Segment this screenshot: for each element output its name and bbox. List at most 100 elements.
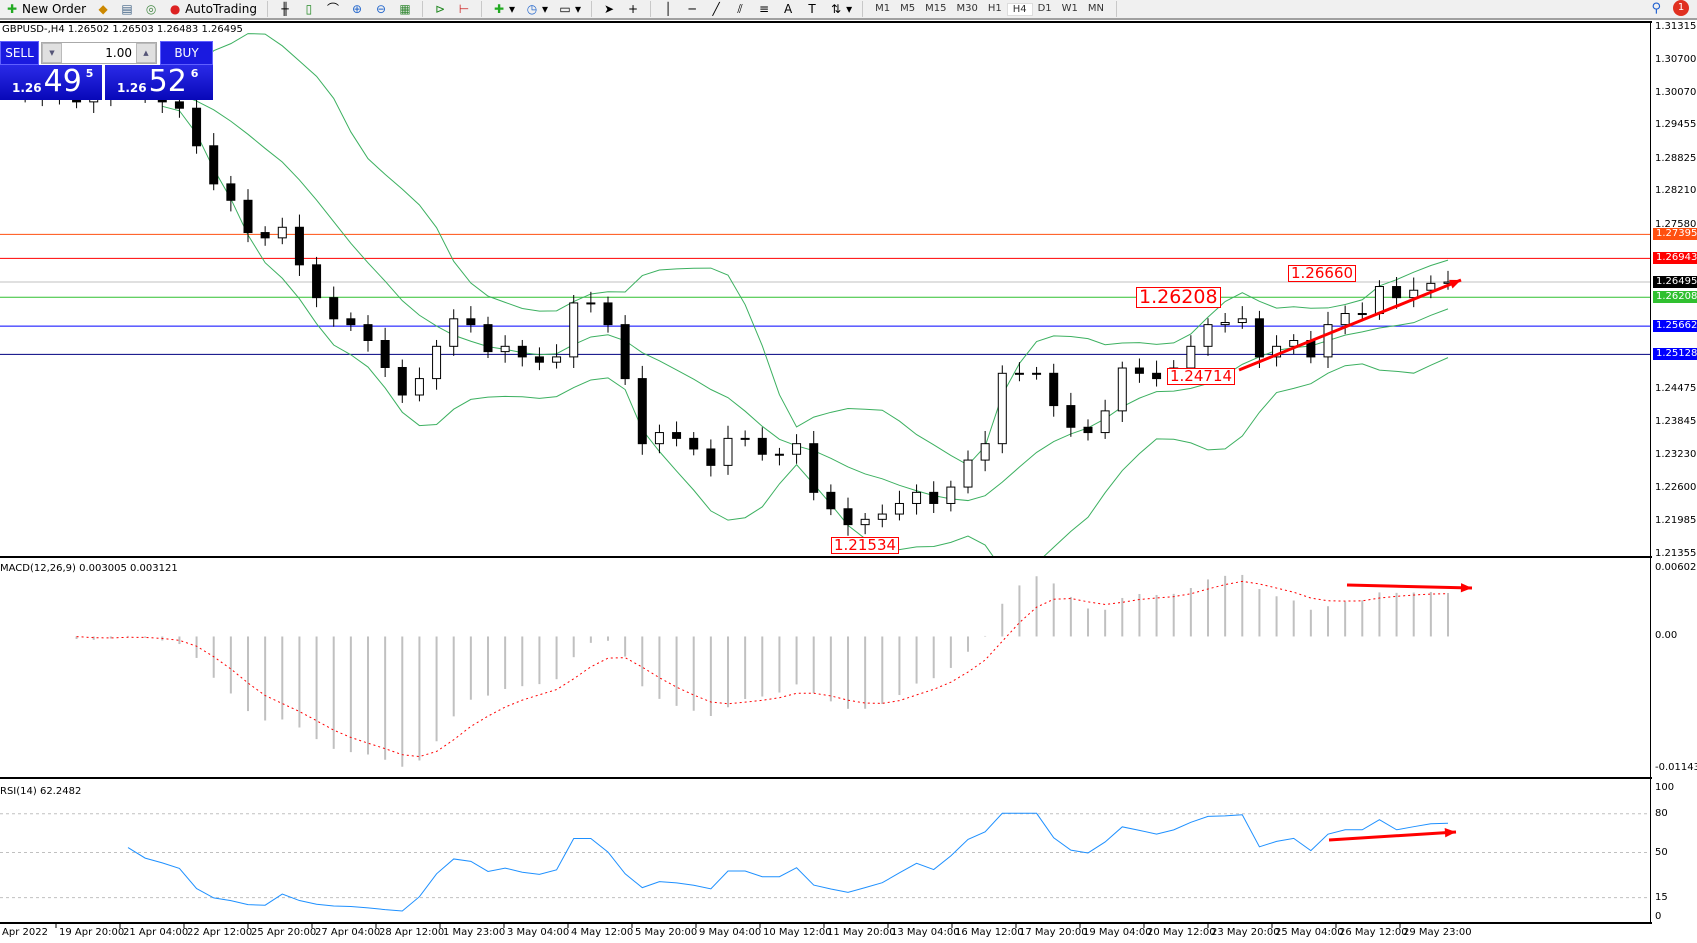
periods-button[interactable]: ◷ ▾	[526, 2, 549, 16]
price-tick-label: 1.21985	[1655, 514, 1697, 526]
time-tick-label: 16 May 12:00	[955, 927, 1024, 938]
volume-down-icon[interactable]: ▼	[42, 43, 62, 63]
rsi-axis-label: 15	[1655, 891, 1668, 903]
annotation-1-26660[interactable]: 1.26660	[1288, 265, 1357, 282]
timeframe-m5[interactable]: M5	[900, 2, 916, 14]
chart-shift-button[interactable]: ⊢	[454, 0, 474, 18]
indicators-button[interactable]: ✚ ▾	[493, 2, 516, 16]
pane-divider[interactable]	[0, 556, 1652, 558]
candle-bull	[774, 453, 784, 456]
annotation-1-21534[interactable]: 1.21534	[831, 537, 900, 554]
new-order-button[interactable]: ✚ New Order	[6, 2, 87, 16]
candle-bear	[757, 437, 767, 455]
text-label-button[interactable]: T	[802, 0, 822, 18]
search-icon[interactable]: ⚲	[1651, 1, 1661, 16]
level-price-tag: 1.26943	[1653, 252, 1697, 265]
timeframe-m15[interactable]: M15	[925, 2, 947, 14]
candle-bear	[260, 232, 270, 239]
fibonacci-icon: ≡	[759, 2, 770, 16]
sell-price[interactable]: 1.26 49 5	[0, 65, 102, 100]
sell-button[interactable]: SELL	[0, 41, 39, 65]
annotation-1-24714[interactable]: 1.24714	[1167, 368, 1236, 385]
time-tick-label: 4 May 12:00	[571, 927, 634, 938]
candle-bear	[192, 107, 202, 147]
candle-bear	[1066, 405, 1076, 428]
candle-bear	[929, 491, 939, 504]
sell-price-fraction: 5	[85, 67, 94, 80]
market-button[interactable]: ▤	[117, 0, 137, 18]
vertical-line-button[interactable]: │	[658, 0, 678, 18]
vertical-line-icon: │	[664, 2, 672, 16]
time-tick-label: 5 May 20:00	[635, 927, 698, 938]
pane-divider[interactable]	[0, 777, 1652, 779]
timeframe-h4[interactable]: H4	[1006, 2, 1033, 16]
candle-bear	[809, 443, 819, 493]
trendline-button[interactable]: ╱	[706, 0, 726, 18]
bar-chart-button[interactable]: ╫	[275, 0, 295, 18]
time-tick-label: 19 Apr 20:00	[59, 927, 125, 938]
candle-chart-button[interactable]: ▯	[299, 0, 319, 18]
autoscroll-button[interactable]: ⊳	[430, 0, 450, 18]
crosshair-button[interactable]: +	[623, 0, 643, 18]
zoom-in-button[interactable]: ⊕	[347, 0, 367, 18]
candle-bear	[1049, 372, 1059, 407]
text-button[interactable]: A	[778, 0, 798, 18]
timeframe-d1[interactable]: D1	[1037, 2, 1052, 14]
macd-label: MACD(12,26,9) 0.003005 0.003121	[0, 563, 178, 574]
autoscroll-icon: ⊳	[434, 2, 446, 16]
candle-bear	[312, 264, 322, 299]
candle-bear	[826, 491, 836, 510]
main-pane-top	[0, 21, 1652, 23]
cursor-button[interactable]: ➤	[599, 0, 619, 18]
arrows-icon: ⇅	[831, 2, 842, 16]
bollinger-lower	[162, 105, 1449, 556]
tile-icon: ▦	[399, 2, 411, 16]
line-chart-button[interactable]: ⌒	[323, 0, 343, 18]
candle-bear	[1134, 367, 1144, 374]
volume-up-icon[interactable]: ▲	[136, 43, 156, 63]
book-icon: ◆	[98, 2, 108, 16]
zoom-out-button[interactable]: ⊖	[371, 0, 391, 18]
timeframe-m1[interactable]: M1	[875, 2, 891, 14]
notification-badge[interactable]: 1	[1673, 0, 1689, 16]
templates-button[interactable]: ▭ ▾	[559, 2, 582, 16]
candle-bear	[294, 226, 304, 266]
candle-bull	[654, 432, 664, 445]
timeframe-mn[interactable]: MN	[1087, 2, 1105, 14]
buy-price-pips: 52	[148, 64, 187, 99]
zoom-in-icon: ⊕	[351, 2, 363, 16]
horizontal-line-icon: ─	[688, 2, 696, 16]
timeframe-h1[interactable]: H1	[987, 2, 1002, 14]
volume-input[interactable]: 1.00	[105, 46, 132, 60]
timeframe-m30[interactable]: M30	[956, 2, 978, 14]
candle-bull	[500, 345, 510, 353]
price-tick-label: 1.31315	[1655, 21, 1697, 32]
time-tick-label: 21 Apr 04:00	[123, 927, 189, 938]
candle-bear	[380, 340, 390, 368]
candle-bull	[1340, 313, 1350, 326]
fibonacci-button[interactable]: ≡	[754, 0, 774, 18]
channel-button[interactable]: ⫽	[730, 0, 750, 18]
metaeditor-button[interactable]: ◆	[93, 0, 113, 18]
buy-button[interactable]: BUY	[160, 41, 213, 65]
annotation-1-26208[interactable]: 1.26208	[1136, 287, 1221, 308]
macd-signal-line	[76, 580, 1449, 758]
horizontal-line-button[interactable]: ─	[682, 0, 702, 18]
buy-price-fraction: 6	[190, 67, 199, 80]
candle-bull	[1374, 286, 1384, 315]
tile-windows-button[interactable]: ▦	[395, 0, 415, 18]
arrows-button[interactable]: ⇅ ▾	[831, 2, 853, 16]
candle-bull	[1323, 324, 1333, 358]
timeframe-w1[interactable]: W1	[1061, 2, 1078, 14]
buy-price[interactable]: 1.26 52 6	[105, 65, 213, 100]
trend-arrow	[1238, 278, 1462, 372]
candlestick-icon: ▯	[305, 2, 313, 16]
price-axis-line	[1650, 22, 1651, 923]
autotrading-button[interactable]: ● AutoTrading	[169, 2, 257, 16]
bollinger-upper	[162, 33, 1449, 466]
time-tick-label: Apr 2022	[2, 927, 48, 938]
signals-button[interactable]: ◎	[141, 0, 161, 18]
volume-stepper[interactable]: ▼ 1.00 ▲	[41, 42, 157, 64]
